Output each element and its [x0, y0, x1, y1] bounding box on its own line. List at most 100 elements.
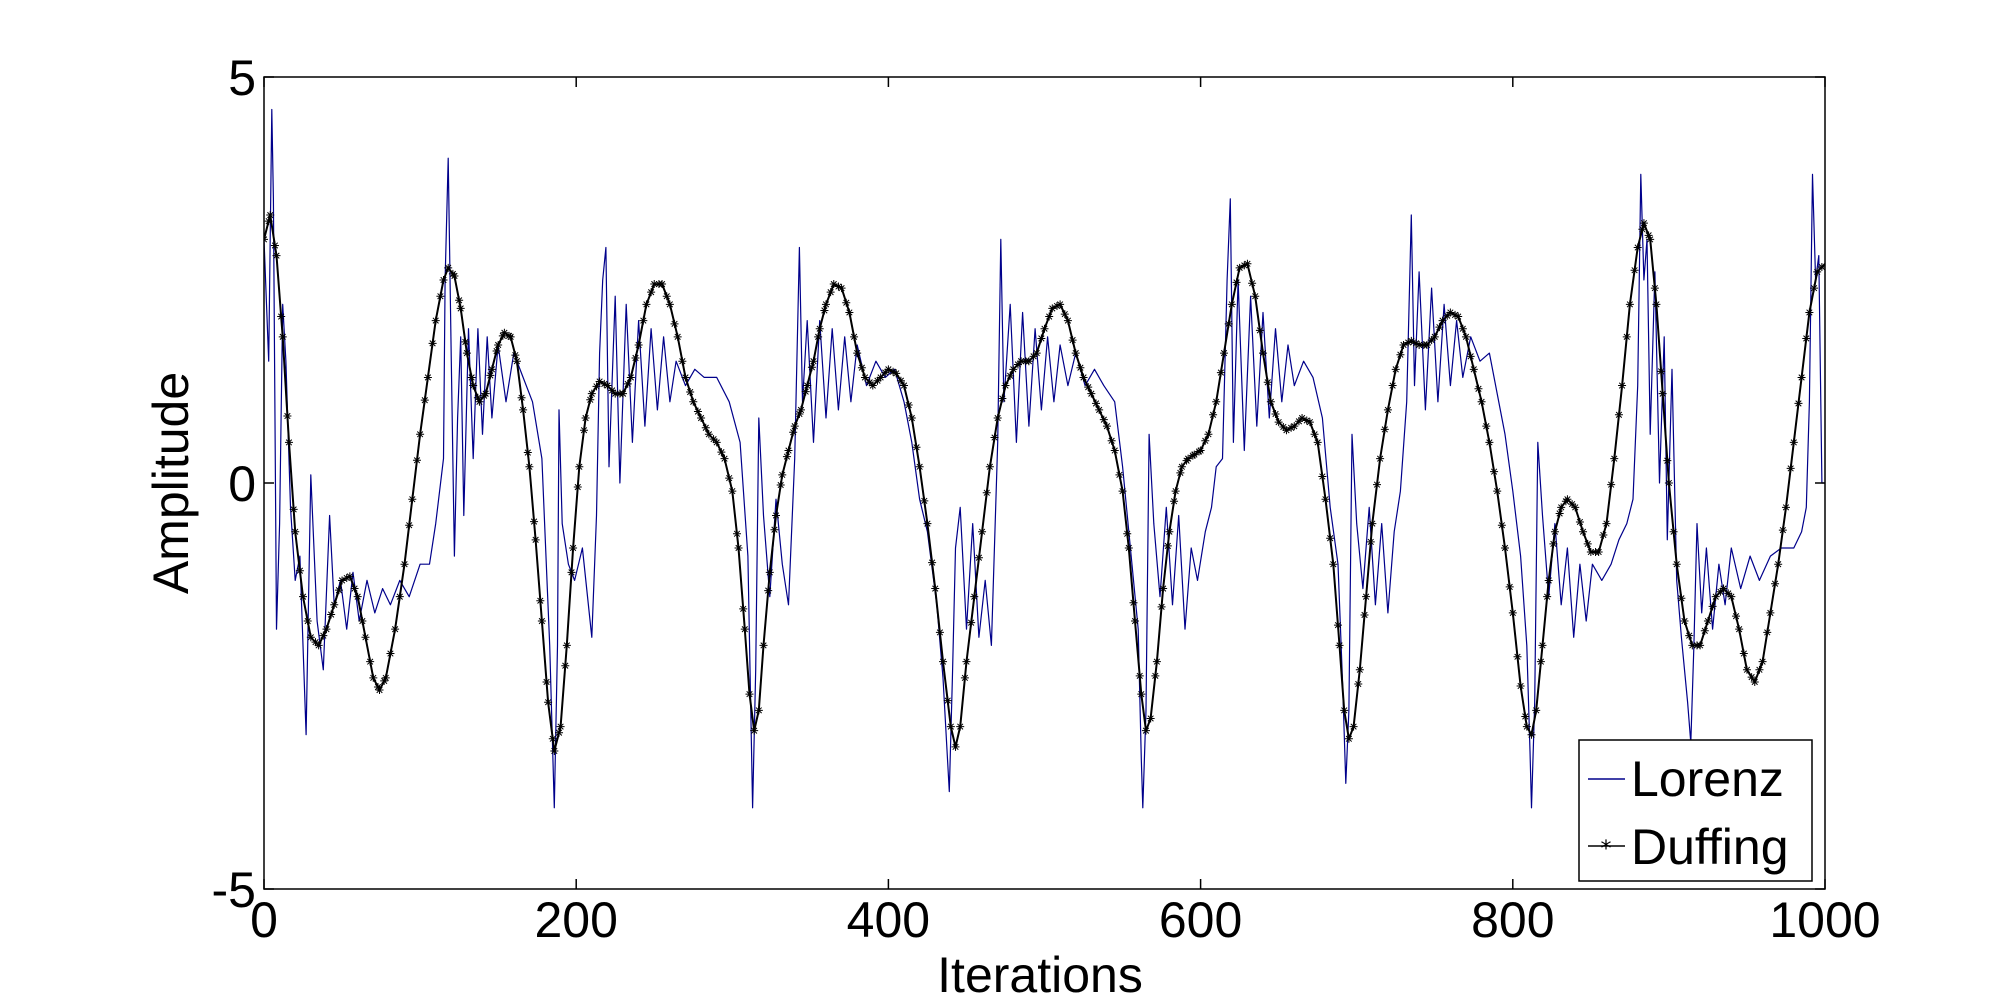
data-point-duffing: [1644, 231, 1653, 240]
data-point-duffing: [1305, 418, 1314, 427]
data-point-duffing: [531, 535, 540, 544]
data-point-duffing: [1490, 467, 1499, 476]
data-point-duffing: [915, 462, 924, 471]
data-point-duffing: [1446, 308, 1455, 317]
data-point-duffing: [920, 496, 929, 505]
data-point-duffing: [1458, 324, 1467, 333]
data-point-duffing: [1493, 487, 1502, 496]
data-point-duffing: [1739, 649, 1748, 658]
data-point-duffing: [1610, 454, 1619, 463]
data-point-duffing: [467, 373, 476, 382]
data-point-duffing: [704, 430, 713, 439]
data-point-duffing: [542, 677, 551, 686]
data-point-duffing: [709, 435, 718, 444]
y-tick-label: 5: [228, 50, 256, 106]
data-point-duffing: [1391, 365, 1400, 374]
data-point-duffing: [658, 280, 667, 289]
data-point-duffing: [498, 331, 507, 340]
data-point-duffing: [1638, 225, 1647, 234]
data-point-duffing: [1630, 266, 1639, 275]
data-point-duffing: [575, 462, 584, 471]
x-tick-label: 800: [1471, 892, 1554, 948]
data-point-duffing: [717, 448, 726, 457]
data-point-duffing: [1326, 534, 1335, 543]
data-point-duffing: [311, 638, 320, 647]
data-point-duffing: [1137, 690, 1146, 699]
data-point-duffing: [820, 306, 829, 315]
data-point-duffing: [1176, 468, 1185, 477]
data-point-duffing: [1677, 594, 1686, 603]
data-point-duffing: [1092, 399, 1101, 408]
data-point-duffing: [391, 625, 400, 634]
data-point-duffing: [1159, 584, 1168, 593]
data-point-duffing: [1482, 422, 1491, 431]
series-line-lorenz: [264, 108, 1825, 809]
data-point-duffing: [967, 618, 976, 627]
y-tick-label: -5: [212, 862, 256, 918]
data-point-duffing: [1321, 495, 1330, 504]
data-point-duffing: [1711, 592, 1720, 601]
data-point-duffing: [608, 386, 617, 395]
data-point-duffing: [1048, 304, 1057, 313]
data-point-duffing: [931, 584, 940, 593]
data-point-duffing: [650, 280, 659, 289]
data-point-duffing: [865, 378, 874, 387]
data-point-duffing: [1443, 311, 1452, 320]
data-point-duffing: [935, 628, 944, 637]
data-point-duffing: [681, 373, 690, 382]
data-point-duffing: [1368, 519, 1377, 528]
data-point-duffing: [642, 300, 651, 309]
data-point-duffing: [481, 389, 490, 398]
data-point-duffing: [580, 426, 589, 435]
data-point-duffing: [1618, 381, 1627, 390]
data-point-duffing: [1747, 673, 1756, 682]
data-point-duffing: [381, 673, 390, 682]
data-point-duffing: [884, 365, 893, 374]
data-point-duffing: [303, 617, 312, 626]
data-point-duffing: [720, 454, 729, 463]
data-point-duffing: [1177, 462, 1186, 471]
data-point-duffing: [1727, 592, 1736, 601]
data-point-duffing: [1141, 726, 1150, 735]
data-point-duffing: [778, 470, 787, 479]
data-point-duffing: [1466, 352, 1475, 361]
data-point-duffing: [857, 363, 866, 372]
data-point-duffing: [556, 722, 565, 731]
data-point-duffing: [487, 365, 496, 374]
data-point-duffing: [1477, 397, 1486, 406]
data-point-duffing: [1006, 371, 1015, 380]
data-point-duffing: [517, 393, 526, 402]
series-layer: [264, 108, 1825, 809]
data-point-duffing: [745, 690, 754, 699]
data-point-duffing: [1639, 219, 1648, 228]
data-point-duffing: [970, 592, 979, 601]
data-point-duffing: [338, 576, 347, 585]
data-point-duffing: [978, 527, 987, 536]
data-point-duffing: [1497, 521, 1506, 530]
data-point-duffing: [1287, 423, 1296, 432]
data-point-duffing: [603, 381, 612, 390]
data-point-duffing: [1209, 410, 1218, 419]
data-point-duffing: [1248, 279, 1257, 288]
data-point-duffing: [960, 673, 969, 682]
data-point-duffing: [868, 381, 877, 390]
data-point-duffing: [728, 487, 737, 496]
data-point-duffing: [1435, 323, 1444, 332]
data-point-duffing: [1404, 338, 1413, 347]
data-point-duffing: [523, 448, 532, 457]
data-point-duffing: [1527, 730, 1536, 739]
data-point-duffing: [928, 558, 937, 567]
data-point-duffing: [814, 332, 823, 341]
data-point-duffing: [1170, 497, 1179, 506]
data-point-duffing: [943, 696, 952, 705]
data-point-duffing: [1298, 414, 1307, 423]
data-point-duffing: [732, 529, 741, 538]
data-point-duffing: [1290, 422, 1299, 431]
y-axis-title: Amplitude: [143, 372, 199, 594]
data-point-duffing: [1407, 336, 1416, 345]
ticks-layer: 0 200 400 600 800 1000-505: [212, 50, 1881, 948]
data-point-duffing: [881, 368, 890, 377]
data-point-duffing: [1335, 641, 1344, 650]
data-point-duffing: [1586, 548, 1595, 557]
data-point-duffing: [1810, 284, 1819, 293]
